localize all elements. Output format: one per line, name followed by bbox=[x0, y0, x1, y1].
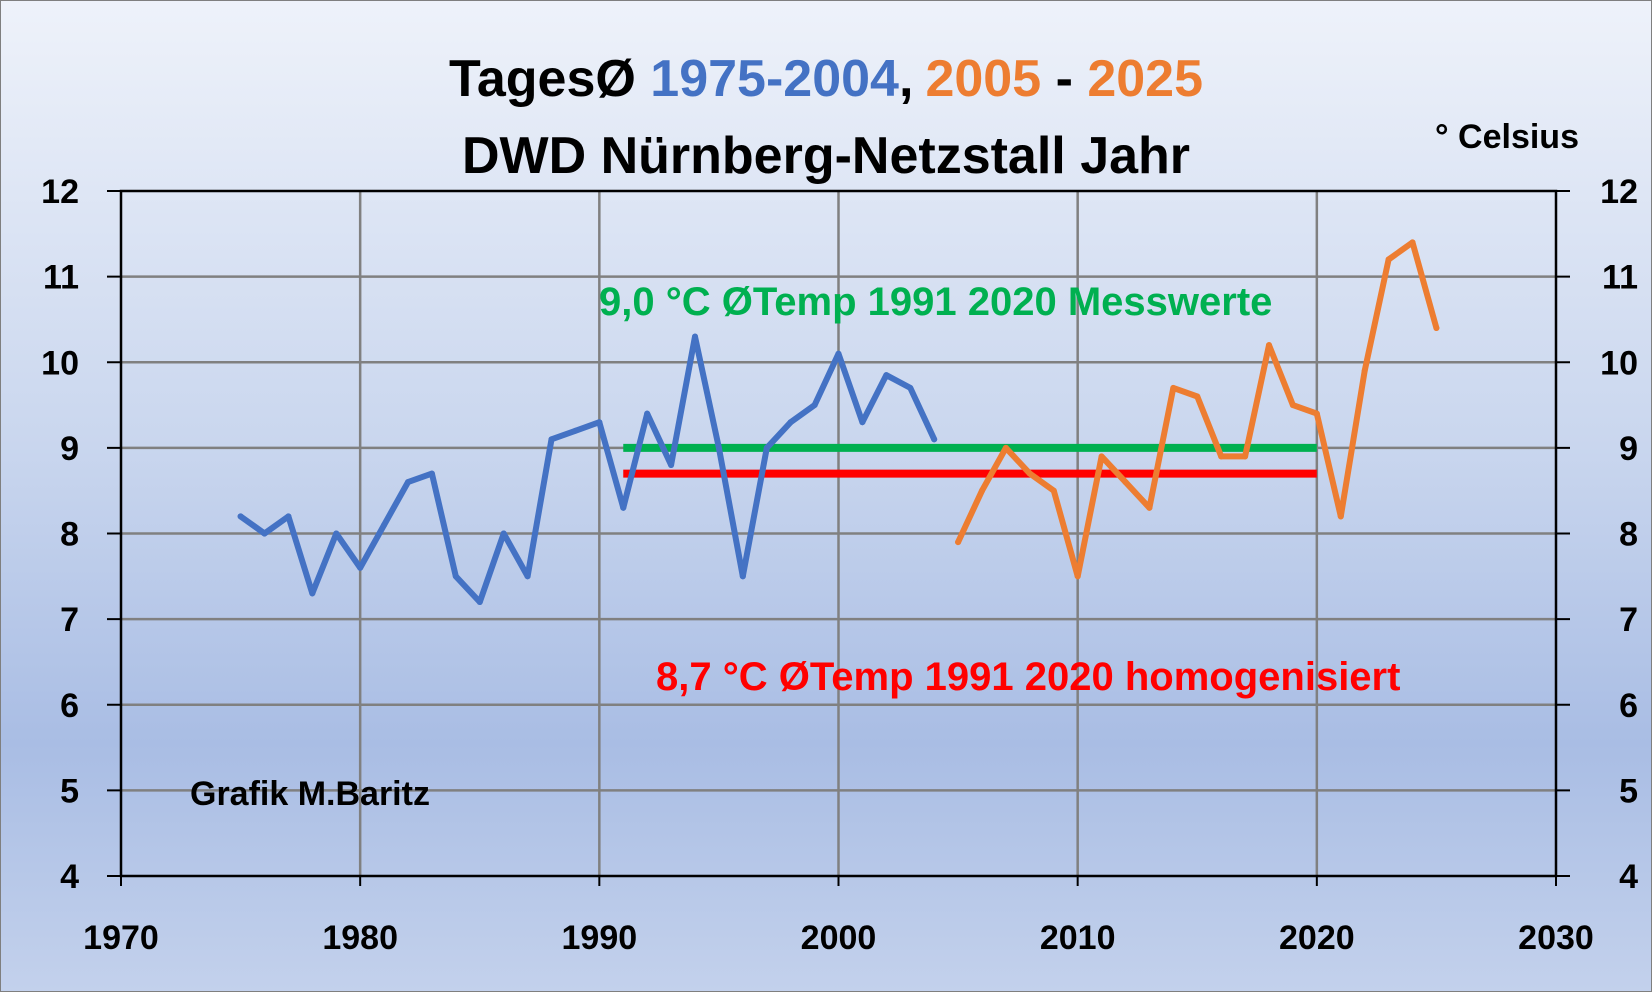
data-point-2003 bbox=[907, 384, 914, 391]
y-tick-label-right-9: 9 bbox=[1619, 430, 1638, 468]
chart-subtitle: DWD Nürnberg-Netzstall Jahr bbox=[462, 127, 1190, 185]
data-point-2017 bbox=[1242, 453, 1249, 460]
data-point-2013 bbox=[1146, 504, 1153, 511]
y-tick-label-right-4: 4 bbox=[1619, 858, 1638, 896]
x-tick-label-1990: 1990 bbox=[562, 919, 638, 957]
data-point-1989 bbox=[572, 427, 579, 434]
data-point-1984 bbox=[452, 573, 459, 580]
x-tick-label-2010: 2010 bbox=[1040, 919, 1116, 957]
title-comma: , bbox=[899, 50, 913, 108]
title-period-1: 1975-2004 bbox=[650, 50, 899, 108]
data-point-2019 bbox=[1289, 402, 1296, 409]
data-point-2009 bbox=[1050, 487, 1057, 494]
y-tick-label-right-5: 5 bbox=[1619, 772, 1638, 810]
title-prefix: TagesØ bbox=[449, 50, 650, 108]
series-line-1975-2004 bbox=[237, 333, 938, 605]
ref-label-homogenized: 8,7 °C ØTemp 1991 2020 homogenisiert bbox=[656, 655, 1400, 699]
y-tick-label-left-9: 9 bbox=[60, 430, 79, 468]
data-point-1996 bbox=[739, 573, 746, 580]
x-tick-label-2030: 2030 bbox=[1518, 919, 1594, 957]
x-tick-label-2020: 2020 bbox=[1279, 919, 1355, 957]
data-point-1979 bbox=[333, 530, 340, 537]
y-tick-label-right-6: 6 bbox=[1619, 687, 1638, 725]
data-point-1977 bbox=[285, 513, 292, 520]
data-point-1975 bbox=[237, 513, 244, 520]
data-point-1985 bbox=[476, 599, 483, 605]
data-point-1991 bbox=[620, 504, 627, 511]
data-point-2005 bbox=[955, 539, 962, 546]
axes bbox=[107, 189, 1570, 886]
data-point-1982 bbox=[405, 479, 411, 486]
data-point-2001 bbox=[859, 419, 866, 426]
plot-area-border bbox=[119, 189, 1558, 878]
data-point-1987 bbox=[524, 573, 531, 580]
y-tick-label-right-12: 12 bbox=[1600, 173, 1638, 211]
data-point-2010 bbox=[1074, 573, 1081, 580]
data-point-2024 bbox=[1409, 239, 1416, 246]
title-dash: - bbox=[1041, 50, 1087, 108]
unit-label: ° Celsius bbox=[1435, 118, 1579, 156]
data-point-2011 bbox=[1098, 453, 1105, 460]
data-point-2008 bbox=[1026, 470, 1033, 477]
data-point-2016 bbox=[1218, 453, 1225, 460]
x-tick-label-2000: 2000 bbox=[801, 919, 877, 957]
credit-label: Grafik M.Baritz bbox=[190, 775, 430, 813]
data-point-1980 bbox=[357, 564, 364, 571]
y-tick-label-left-10: 10 bbox=[41, 344, 79, 382]
data-point-2021 bbox=[1337, 513, 1344, 520]
series-group bbox=[237, 239, 1440, 605]
data-point-2015 bbox=[1194, 393, 1201, 400]
data-point-1995 bbox=[715, 444, 722, 451]
data-point-2012 bbox=[1122, 479, 1129, 486]
data-point-2006 bbox=[979, 487, 985, 494]
title-period-2-end: 2025 bbox=[1087, 50, 1203, 108]
y-tick-label-left-7: 7 bbox=[60, 601, 79, 639]
data-point-1990 bbox=[596, 419, 603, 426]
title-period-2-start: 2005 bbox=[925, 50, 1041, 108]
x-tick-label-1980: 1980 bbox=[322, 919, 398, 957]
data-point-1988 bbox=[548, 436, 555, 443]
data-point-1976 bbox=[261, 530, 268, 537]
data-point-2014 bbox=[1170, 384, 1177, 391]
data-point-1993 bbox=[668, 462, 675, 468]
data-point-1978 bbox=[309, 590, 316, 597]
data-point-1994 bbox=[692, 333, 698, 340]
y-tick-label-right-10: 10 bbox=[1600, 344, 1638, 382]
data-point-1983 bbox=[428, 470, 435, 477]
data-point-1997 bbox=[763, 444, 770, 451]
y-tick-label-left-5: 5 bbox=[60, 772, 79, 810]
data-point-2000 bbox=[835, 350, 842, 357]
y-tick-label-left-12: 12 bbox=[41, 173, 79, 211]
ref-label-measured: 9,0 °C ØTemp 1991 2020 Messwerte bbox=[599, 280, 1272, 324]
y-tick-label-right-8: 8 bbox=[1619, 516, 1638, 554]
data-point-1998 bbox=[787, 419, 794, 426]
data-point-2025 bbox=[1433, 325, 1440, 331]
data-point-2002 bbox=[883, 372, 890, 379]
y-tick-label-left-11: 11 bbox=[43, 259, 79, 297]
x-tick-label-1970: 1970 bbox=[83, 919, 159, 957]
data-point-1999 bbox=[811, 402, 818, 409]
data-point-2018 bbox=[1266, 342, 1272, 349]
y-tick-label-left-8: 8 bbox=[60, 516, 79, 554]
data-point-1981 bbox=[381, 521, 388, 528]
data-point-1986 bbox=[500, 530, 507, 537]
data-point-2023 bbox=[1385, 256, 1392, 263]
tick-labels: 4 4 5 5 6 6 7 7 8 8 9 9 10 10 11 11 12 12 1970 1980 1990 2000… bbox=[41, 173, 1638, 957]
data-point-2004 bbox=[931, 436, 938, 443]
chart-title: TagesØ 1975-2004, 2005 - 2025 bbox=[449, 50, 1203, 108]
data-point-2020 bbox=[1313, 410, 1320, 417]
data-point-1992 bbox=[644, 410, 651, 417]
reference-lines bbox=[623, 443, 1317, 478]
data-point-2007 bbox=[1002, 444, 1009, 451]
y-tick-label-right-11: 11 bbox=[1602, 259, 1638, 297]
y-tick-label-right-7: 7 bbox=[1619, 601, 1638, 639]
y-tick-label-left-4: 4 bbox=[60, 858, 79, 896]
y-tick-label-left-6: 6 bbox=[60, 687, 79, 725]
data-point-2022 bbox=[1361, 367, 1368, 374]
